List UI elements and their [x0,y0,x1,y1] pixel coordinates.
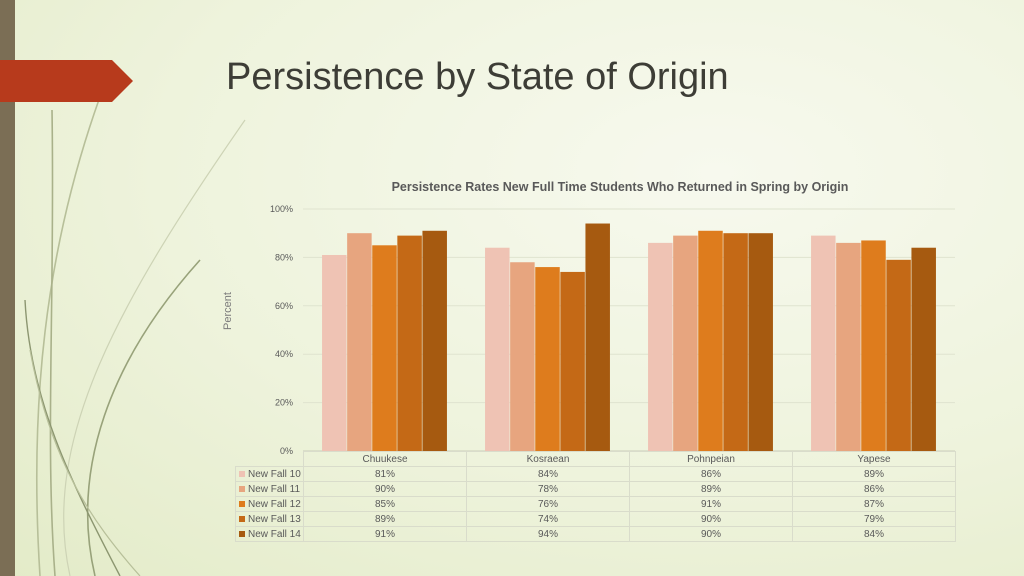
legend-series-name: New Fall 14 [248,528,301,540]
legend-series-name: New Fall 10 [248,468,301,480]
data-label: 91% [303,526,467,542]
data-label: 89% [792,466,956,482]
x-category-label: Pohnpeian [629,451,793,467]
legend-series-name: New Fall 11 [248,483,301,495]
chart-title: Persistence Rates New Full Time Students… [391,180,849,194]
legend-swatch [239,470,245,477]
title-accent-tab [0,60,133,102]
sidebar-accent-bar [0,0,15,576]
data-label: 90% [303,481,467,497]
y-tick-label: 40% [275,349,293,359]
bar-kosraean-new-fall-11 [510,262,535,451]
bar-chuukese-new-fall-14 [422,230,447,451]
legend-swatch [239,515,245,522]
legend-swatch [239,530,245,537]
data-label: 76% [466,496,630,512]
table-row: New Fall 13 89% 74% 90% 79% [235,511,956,527]
bar-pohnpeian-new-fall-10 [648,242,673,451]
x-category-label: Chuukese [303,451,467,467]
table-row: New Fall 12 85% 76% 91% 87% [235,496,956,512]
bar-pohnpeian-new-fall-11 [673,235,698,451]
data-label: 85% [303,496,467,512]
data-label: 87% [792,496,956,512]
bar-yapese-new-fall-10 [811,235,836,451]
bar-yapese-new-fall-11 [836,242,861,451]
legend-swatch [239,485,245,492]
x-category-label: Kosraean [466,451,630,467]
data-label: 84% [466,466,630,482]
y-tick-label: 60% [275,301,293,311]
bar-pohnpeian-new-fall-12 [698,230,723,451]
data-label: 94% [466,526,630,542]
chart-data-table: Chuukese Kosraean Pohnpeian Yapese New Fall … [235,451,956,542]
decorative-swooshes [24,69,246,576]
data-label: 78% [466,481,630,497]
y-tick-label: 100% [270,204,293,214]
data-label: 89% [629,481,793,497]
x-category-label: Yapese [792,451,956,467]
bar-chuukese-new-fall-12 [372,245,397,451]
bar-chuukese-new-fall-10 [322,254,347,451]
legend-swatch [239,500,245,507]
data-label: 91% [629,496,793,512]
bar-kosraean-new-fall-13 [560,271,585,451]
data-label: 84% [792,526,956,542]
bar-kosraean-new-fall-14 [585,223,610,451]
table-row: New Fall 10 81% 84% 86% 89% [235,466,956,482]
bar-yapese-new-fall-14 [911,247,936,451]
data-label: 81% [303,466,467,482]
slide-title: Persistence by State of Origin [226,56,729,98]
bar-pohnpeian-new-fall-14 [748,233,773,451]
data-label: 79% [792,511,956,527]
data-label: 86% [792,481,956,497]
bar-yapese-new-fall-13 [886,259,911,451]
bar-yapese-new-fall-12 [861,240,886,451]
bar-kosraean-new-fall-12 [535,267,560,451]
data-label: 90% [629,526,793,542]
bar-chuukese-new-fall-11 [347,233,372,451]
table-row: New Fall 14 91% 94% 90% 84% [235,526,956,542]
legend-series-name: New Fall 12 [248,498,301,510]
bar-kosraean-new-fall-10 [485,247,510,451]
y-tick-label: 80% [275,252,293,262]
bar-pohnpeian-new-fall-13 [723,233,748,451]
data-label: 86% [629,466,793,482]
bar-chuukese-new-fall-13 [397,235,422,451]
y-tick-label: 20% [275,398,293,408]
legend-series-name: New Fall 13 [248,513,301,525]
table-row: New Fall 11 90% 78% 89% 86% [235,481,956,497]
data-label: 74% [466,511,630,527]
data-label: 90% [629,511,793,527]
y-tick-label: 0% [280,446,293,456]
data-label: 89% [303,511,467,527]
